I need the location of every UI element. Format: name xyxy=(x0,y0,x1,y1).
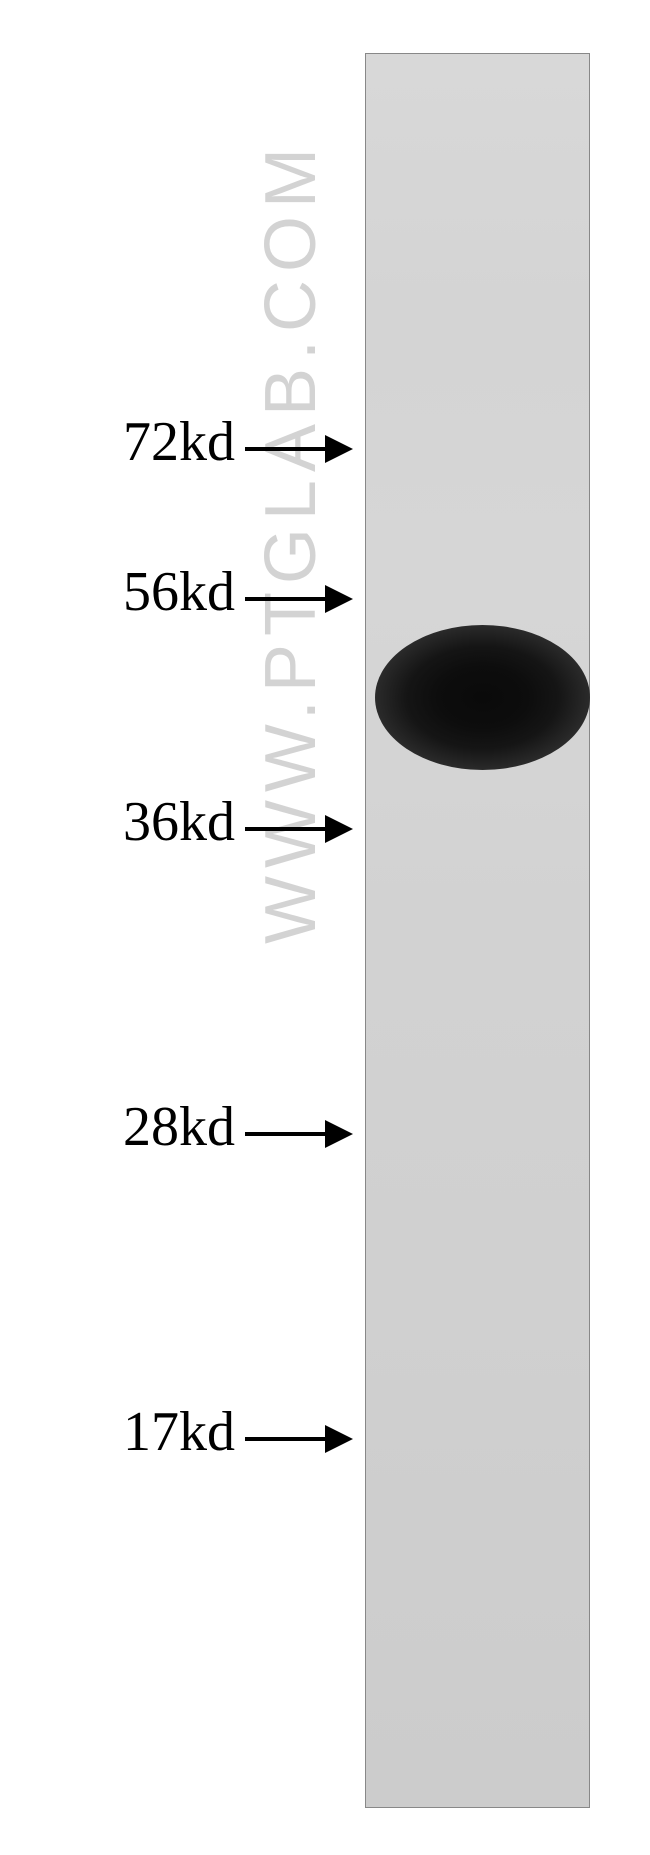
arrow-head-icon xyxy=(325,1120,353,1148)
arrow-line xyxy=(245,827,325,831)
arrow-head-icon xyxy=(325,815,353,843)
arrow-line xyxy=(245,1132,325,1136)
arrow-head-icon xyxy=(325,585,353,613)
marker-arrow xyxy=(245,585,353,613)
marker-label: 36kd xyxy=(35,790,235,854)
marker-label: 28kd xyxy=(35,1095,235,1159)
arrow-head-icon xyxy=(325,435,353,463)
marker-label: 17kd xyxy=(35,1400,235,1464)
arrow-head-icon xyxy=(325,1425,353,1453)
marker-arrow xyxy=(245,815,353,843)
marker-label: 56kd xyxy=(35,560,235,624)
blot-lane xyxy=(365,53,590,1808)
marker-arrow xyxy=(245,1120,353,1148)
marker-arrow xyxy=(245,435,353,463)
blot-container: WWW.PTGLAB.COM 72kd 56kd 36kd 28kd 17kd xyxy=(0,0,650,1855)
marker-arrow xyxy=(245,1425,353,1453)
arrow-line xyxy=(245,447,325,451)
protein-band xyxy=(375,625,590,770)
arrow-line xyxy=(245,597,325,601)
marker-label: 72kd xyxy=(35,410,235,474)
arrow-line xyxy=(245,1437,325,1441)
